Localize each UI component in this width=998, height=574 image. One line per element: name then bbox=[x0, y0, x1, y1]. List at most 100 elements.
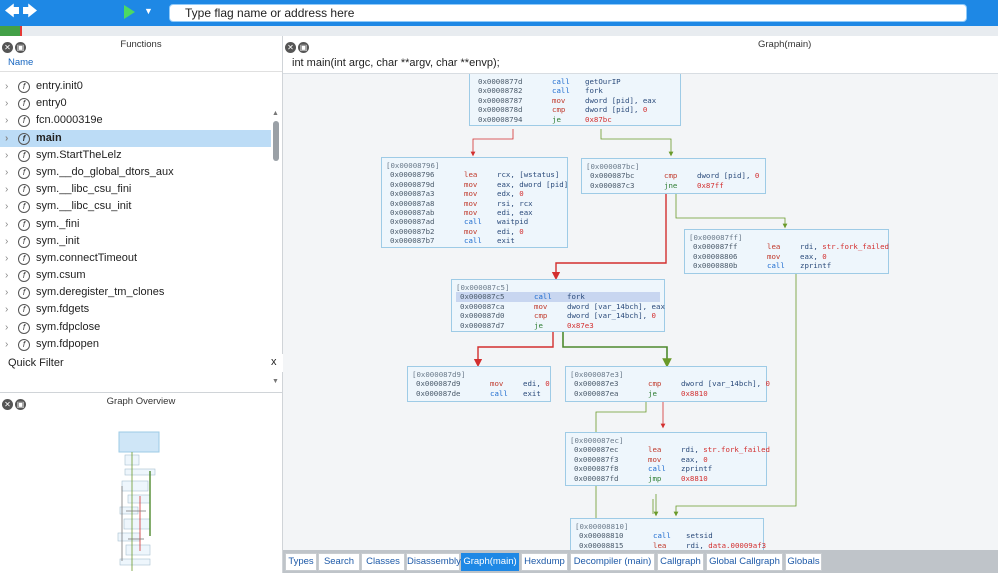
function-list-item[interactable]: › f sym.__libc_csu_fini bbox=[0, 181, 271, 198]
basic-block[interactable]: [0x000087ec] 0x000087ec lea rdi, str.fork_f… bbox=[565, 432, 770, 486]
seek-bar[interactable] bbox=[0, 26, 998, 36]
scroll-down-icon[interactable]: ▼ bbox=[272, 378, 279, 385]
function-list-item[interactable]: › f sym.__do_global_dtors_aux bbox=[0, 164, 271, 181]
instruction-line[interactable]: 0x000087ab mov edi, eax bbox=[386, 208, 563, 217]
instruction-line[interactable]: 0x0000879d mov eax, dword [pid] bbox=[386, 180, 568, 189]
column-header-name[interactable]: Name bbox=[0, 54, 282, 72]
instruction-line[interactable]: 0x00008787 mov dword [pid], eax bbox=[474, 96, 676, 105]
instruction-line[interactable]: 0x00008796 lea rcx, [wstatus] bbox=[386, 170, 563, 179]
function-list-item[interactable]: › f sym.__libc_csu_init bbox=[0, 198, 271, 215]
instruction-line[interactable]: 0x000087a8 mov rsi, rcx bbox=[386, 199, 563, 208]
graph-overview-canvas[interactable] bbox=[0, 411, 283, 574]
function-list-item[interactable]: › f sym.StartTheLelz bbox=[0, 147, 271, 164]
chevron-right-icon[interactable]: › bbox=[5, 115, 9, 127]
function-list-item[interactable]: › f sym.fdgets bbox=[0, 301, 271, 318]
close-icon[interactable]: ✕ bbox=[2, 42, 13, 53]
chevron-right-icon[interactable]: › bbox=[5, 166, 9, 178]
function-list-item[interactable]: › f sym.fdpclose bbox=[0, 319, 271, 336]
function-list-item[interactable]: › f sym.deregister_tm_clones bbox=[0, 284, 271, 301]
chevron-right-icon[interactable]: › bbox=[5, 252, 9, 264]
instruction-line[interactable]: 0x0000877d call getOurIP bbox=[474, 77, 676, 86]
instruction-line[interactable]: 0x000087bc cmp dword [pid], 0 bbox=[586, 171, 761, 180]
chevron-down-icon[interactable]: ▼ bbox=[144, 6, 153, 16]
instruction-line[interactable]: 0x00008806 mov eax, 0 bbox=[689, 252, 884, 261]
instruction-line[interactable]: 0x000087ad call waitpid bbox=[386, 217, 563, 226]
tab-classes[interactable]: Classes bbox=[361, 553, 405, 571]
function-list-item[interactable]: › f entry0 bbox=[0, 95, 271, 112]
function-list-item[interactable]: › f sym._init bbox=[0, 233, 271, 250]
instruction-line[interactable]: 0x00008782 call fork bbox=[474, 86, 676, 95]
function-list-item[interactable]: › f sym._fini bbox=[0, 216, 271, 233]
forward-arrow-icon[interactable]: 🡆 bbox=[22, 3, 38, 20]
scrollbar-thumb[interactable] bbox=[273, 121, 279, 161]
tab-search[interactable]: Search bbox=[318, 553, 360, 571]
function-list-item[interactable]: › f sym.connectTimeout bbox=[0, 250, 271, 267]
chevron-right-icon[interactable]: › bbox=[5, 132, 9, 144]
tab-disassembly[interactable]: Disassembly bbox=[406, 553, 461, 571]
instruction-line[interactable]: 0x000087d7 je 0x87e3 bbox=[456, 321, 660, 330]
chevron-right-icon[interactable]: › bbox=[5, 235, 9, 247]
instruction-line[interactable]: 0x000087e3 cmp dword [var_14bch], 0 bbox=[570, 379, 770, 388]
basic-block[interactable]: [0x000087d9] 0x000087d9 mov edi, 0 0x000087d… bbox=[407, 366, 551, 402]
chevron-right-icon[interactable]: › bbox=[5, 201, 9, 213]
instruction-line[interactable]: 0x000087d9 mov edi, 0 bbox=[412, 379, 550, 388]
instruction-line[interactable]: 0x000087d0 cmp dword [var_14bch], 0 bbox=[456, 311, 660, 320]
instruction-line[interactable]: 0x000087b2 mov edi, 0 bbox=[386, 227, 563, 236]
instruction-line[interactable]: 0x00008815 lea rdi, data.00009af3 bbox=[575, 541, 766, 550]
tab-graph-main[interactable]: Graph(main) bbox=[461, 553, 519, 571]
instruction-line[interactable]: 0x000087ec lea rdi, str.fork_failed bbox=[570, 445, 770, 454]
back-arrow-icon[interactable]: 🡄 bbox=[4, 3, 20, 20]
chevron-right-icon[interactable]: › bbox=[5, 149, 9, 161]
tab-hexdump[interactable]: Hexdump bbox=[521, 553, 568, 571]
instruction-line[interactable]: 0x000087c3 jne 0x87ff bbox=[586, 181, 761, 190]
tab-global-callgraph[interactable]: Global Callgraph bbox=[706, 553, 783, 571]
function-list-item[interactable]: › f sym.fdpopen bbox=[0, 336, 271, 353]
float-icon[interactable]: ▣ bbox=[15, 399, 26, 410]
float-icon[interactable]: ▣ bbox=[298, 42, 309, 53]
chevron-right-icon[interactable]: › bbox=[5, 338, 9, 350]
instruction-line[interactable]: 0x000087ca mov dword [var_14bch], eax bbox=[456, 302, 665, 311]
tab-globals[interactable]: Globals bbox=[785, 553, 822, 571]
basic-block[interactable]: 0x0000877d call getOurIP 0x00008782 call fork… bbox=[469, 74, 681, 126]
instruction-line[interactable]: 0x000087f8 call zprintf bbox=[570, 464, 762, 473]
basic-block[interactable]: [0x000087e3] 0x000087e3 cmp dword [var_14bc… bbox=[565, 366, 770, 402]
instruction-line[interactable]: 0x000087a3 mov edx, 0 bbox=[386, 189, 563, 198]
instruction-line[interactable]: 0x000087fd jmp 0x8810 bbox=[570, 474, 762, 483]
instruction-line[interactable]: 0x000087ff lea rdi, str.fork_failed bbox=[689, 242, 889, 251]
function-list-item[interactable]: › f entry.init0 bbox=[0, 78, 271, 95]
address-input[interactable]: Type flag name or address here bbox=[169, 4, 967, 22]
instruction-line[interactable]: 0x000087ea je 0x8810 bbox=[570, 389, 762, 398]
instruction-line[interactable]: 0x00008794 je 0x87bc bbox=[474, 115, 676, 124]
instruction-line[interactable]: 0x000087c5 call fork bbox=[456, 292, 660, 302]
chevron-right-icon[interactable]: › bbox=[5, 81, 9, 92]
instruction-line[interactable]: 0x000087f3 mov eax, 0 bbox=[570, 455, 762, 464]
chevron-right-icon[interactable]: › bbox=[5, 184, 9, 196]
chevron-right-icon[interactable]: › bbox=[5, 270, 9, 282]
chevron-right-icon[interactable]: › bbox=[5, 304, 9, 316]
function-list-item[interactable]: › f main bbox=[0, 129, 271, 147]
close-icon[interactable]: ✕ bbox=[285, 42, 296, 53]
chevron-right-icon[interactable]: › bbox=[5, 321, 9, 333]
basic-block[interactable]: [0x00008796] 0x00008796 lea rcx, [wstatus] 0… bbox=[381, 157, 568, 248]
play-icon[interactable] bbox=[124, 5, 135, 19]
chevron-right-icon[interactable]: › bbox=[5, 98, 9, 110]
basic-block[interactable]: [0x00008810] 0x00008810 call setsid 0x000088… bbox=[570, 518, 766, 550]
quick-filter[interactable]: Quick Filter x bbox=[0, 354, 283, 372]
float-icon[interactable]: ▣ bbox=[15, 42, 26, 53]
instruction-line[interactable]: 0x00008810 call setsid bbox=[575, 531, 759, 540]
instruction-line[interactable]: 0x0000878d cmp dword [pid], 0 bbox=[474, 105, 676, 114]
graph-canvas[interactable]: 0x0000877d call getOurIP 0x00008782 call fork… bbox=[283, 74, 998, 550]
overview-viewport[interactable] bbox=[118, 431, 160, 453]
basic-block[interactable]: [0x000087c5] 0x000087c5 call fork 0x000087ca… bbox=[451, 279, 665, 332]
basic-block[interactable]: [0x000087ff] 0x000087ff lea rdi, str.fork_f… bbox=[684, 229, 889, 274]
chevron-right-icon[interactable]: › bbox=[5, 287, 9, 299]
close-icon[interactable]: ✕ bbox=[2, 399, 13, 410]
function-list-item[interactable]: › f sym.csum bbox=[0, 267, 271, 284]
scroll-up-icon[interactable]: ▲ bbox=[272, 110, 279, 117]
tab-decompiler-main[interactable]: Decompiler (main) bbox=[570, 553, 655, 571]
tab-callgraph[interactable]: Callgraph bbox=[657, 553, 704, 571]
tab-types[interactable]: Types bbox=[285, 553, 317, 571]
instruction-line[interactable]: 0x000087b7 call exit bbox=[386, 236, 563, 245]
quick-filter-close-button[interactable]: x bbox=[271, 356, 277, 368]
